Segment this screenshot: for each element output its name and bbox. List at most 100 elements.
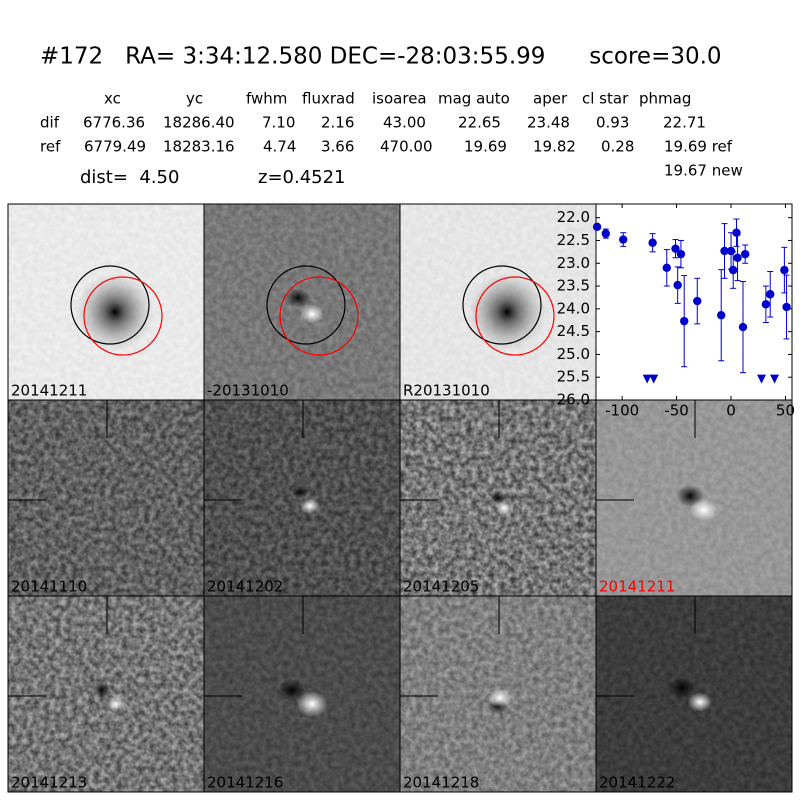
stamp-label: 20141213 [11,774,87,792]
residual [286,288,310,308]
stamp-noise [8,400,204,596]
aperture-circle [279,276,359,356]
upper-limit [642,374,652,384]
stamp-label: 20141218 [403,774,479,792]
table-cell: 6779.49 [84,138,146,156]
image-stamp: 20141211 [7,203,205,401]
column-header: cl star [582,90,629,108]
aperture-circle [462,265,542,345]
y-tick-label: 22.0 [557,208,590,226]
data-point [782,302,791,312]
row-label: dif [40,114,60,132]
data-point [676,249,686,259]
y-tick-label: 22.5 [557,231,590,249]
y-tick-label: 24.5 [557,322,590,340]
residual [296,691,328,717]
data-point [761,300,771,309]
galaxy [75,272,155,352]
data-point [601,229,610,238]
data-point [732,228,741,237]
image-stamp: 20141110 [7,399,205,597]
table-cell: 22.71 [663,114,706,132]
y-tick-label: 25.5 [557,368,590,386]
table-cell: 3.66 [321,138,354,156]
stamp-label: 20141205 [403,578,479,596]
image-stamp: 20141218 [399,595,597,793]
row-label: ref [40,138,61,156]
x-tick-label: 50 [776,402,795,420]
table-cell: 19.69 [464,138,507,156]
residual [278,678,306,702]
light-curve: 22.0 22.5 23.0 23.5 24.0 24.5 25.0 25.5 26.0 -100… [557,203,795,420]
data-point [662,263,671,273]
column-header: yc [186,90,203,108]
table-cell: 19.69 ref [664,138,733,156]
table-cell: 470.00 [380,138,433,156]
stamp-label: -20131010 [207,382,289,400]
data-point [680,316,689,326]
image-stamp: 20141211 [595,399,793,597]
stamp-label: 20141211 [599,578,675,596]
residual [488,688,512,708]
residual [300,498,320,514]
column-header: xc [104,90,121,108]
upper-limit [770,374,780,384]
x-tick-label: 0 [726,402,736,420]
residual [690,498,718,522]
table-cell: 22.65 [458,114,501,132]
table-cell: 0.28 [601,138,634,156]
data-point [729,265,738,275]
stamp-label: 20141110 [11,578,87,596]
y-tick-label: 23.5 [557,277,590,295]
stamp-label: R20131010 [403,382,490,400]
data-point [693,296,702,306]
image-stamp: 20141205 [399,399,597,597]
data-point [648,238,657,247]
y-tick-label: 24.0 [557,299,590,317]
image-stamp: -20131010 [203,203,401,401]
data-point [766,290,775,299]
galaxy [467,272,547,352]
residual [300,304,324,324]
table-cell: 2.16 [321,114,354,132]
image-stamp: 20141222 [595,595,793,793]
aperture-circle [70,265,150,345]
residual [495,500,513,516]
data-point [671,244,680,253]
stamp-grid: 20141211 -20131010 R20131010 20141110 201412… [7,203,793,793]
x-tick-label: -50 [664,402,689,420]
data-point [780,265,789,275]
column-header: isoarea [372,90,427,108]
redshift: z=0.4521 [258,167,346,188]
data-point [738,322,748,332]
column-header: aper [533,90,568,108]
table-cell: 4.74 [263,138,296,156]
table-cell: 43.00 [383,114,426,132]
image-stamp: 20141202 [203,399,401,597]
upper-limit [757,374,767,384]
image-stamp: R20131010 [399,203,597,401]
aperture-circle [83,276,163,356]
y-tick-label: 25.0 [557,345,590,363]
residual [92,682,112,698]
stamp-frame [595,595,793,793]
table-cell: 18283.16 [163,138,235,156]
residual [688,692,712,712]
stamp-label: 20141216 [207,774,283,792]
table-cell: 6776.36 [83,114,145,132]
stamp-label: 20141222 [599,774,675,792]
column-header: fwhm [246,90,287,108]
distance: dist= 4.50 [80,167,179,188]
upper-limit [649,374,659,384]
data-point [673,280,682,290]
table-cell: 23.48 [527,114,570,132]
column-header: mag auto [438,90,510,108]
data-point [592,222,602,231]
residual [668,676,696,700]
table-cell: 0.93 [596,114,629,132]
stamp-label: 20141211 [11,382,87,400]
image-stamp: 20141213 [7,595,205,793]
stamp-label: 20141202 [207,578,283,596]
column-header: phmag [639,90,691,108]
